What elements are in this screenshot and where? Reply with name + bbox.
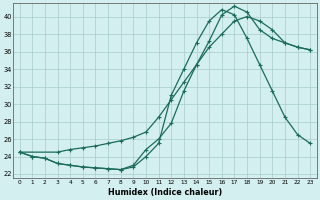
X-axis label: Humidex (Indice chaleur): Humidex (Indice chaleur)	[108, 188, 222, 197]
